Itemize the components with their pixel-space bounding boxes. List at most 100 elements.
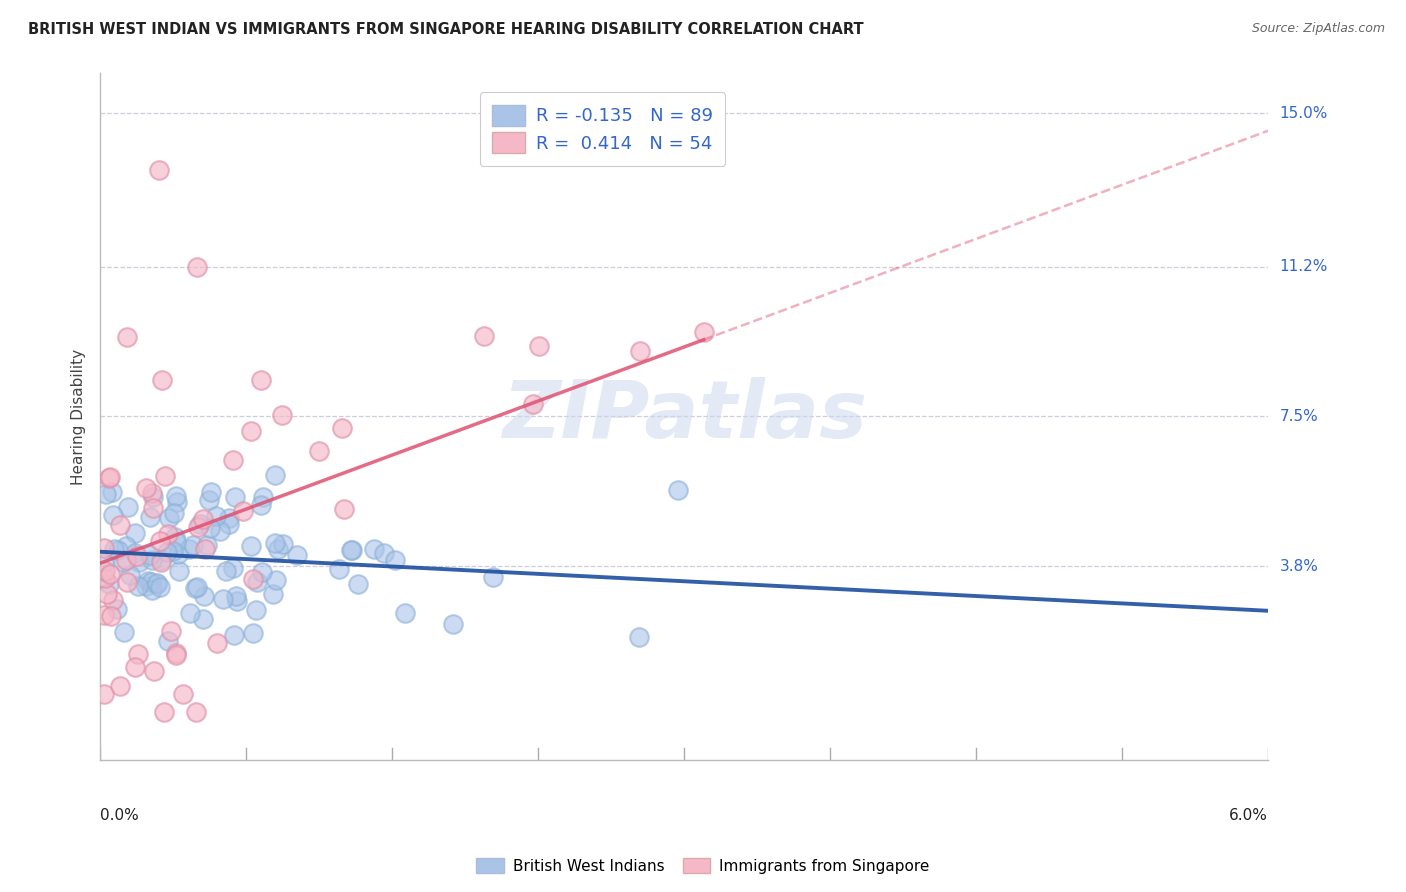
Point (124, 546, 146, 560)
Point (149, 555, 172, 569)
Point (225, 590, 247, 604)
Point (249, 499, 271, 513)
Point (94, 571, 117, 585)
Point (207, 636, 229, 650)
Point (166, 495, 188, 509)
Point (340, 542, 363, 557)
Point (188, 516, 211, 531)
Point (224, 490, 246, 504)
Point (101, 484, 124, 499)
Point (146, 576, 169, 591)
Point (441, 617, 464, 632)
Point (103, 541, 125, 556)
Point (138, 549, 160, 563)
Point (242, 626, 264, 640)
Point (179, 606, 201, 620)
Point (156, 544, 179, 558)
Legend: British West Indians, Immigrants from Singapore: British West Indians, Immigrants from Si… (470, 852, 936, 880)
Point (115, 539, 138, 553)
Point (93, 608, 115, 623)
Point (184, 581, 207, 595)
Point (242, 572, 264, 586)
Point (157, 510, 180, 524)
Point (156, 634, 179, 648)
Point (93, 557, 115, 571)
Point (141, 582, 163, 597)
Point (264, 535, 287, 549)
Point (246, 575, 269, 590)
Point (193, 612, 215, 626)
Point (124, 525, 146, 540)
Point (98, 567, 121, 582)
Point (262, 587, 284, 601)
Point (157, 527, 180, 541)
Point (194, 542, 217, 557)
Point (200, 485, 222, 500)
Point (142, 490, 165, 504)
Point (128, 555, 150, 569)
Point (252, 490, 274, 504)
Point (193, 589, 215, 603)
Point (212, 592, 235, 607)
Point (115, 330, 138, 344)
Point (118, 567, 141, 582)
Point (482, 570, 505, 584)
Point (267, 541, 290, 556)
Point (215, 564, 238, 578)
Point (153, 468, 176, 483)
Point (250, 566, 273, 580)
Point (107, 543, 129, 558)
Point (264, 574, 287, 588)
Point (285, 549, 308, 563)
Point (205, 508, 228, 523)
Text: 11.2%: 11.2% (1279, 260, 1327, 275)
Point (222, 628, 245, 642)
Text: BRITISH WEST INDIAN VS IMMIGRANTS FROM SINGAPORE HEARING DISABILITY CORRELATION : BRITISH WEST INDIAN VS IMMIGRANTS FROM S… (28, 22, 863, 37)
Point (472, 328, 495, 343)
Point (166, 547, 188, 561)
Point (239, 539, 262, 553)
Text: 7.5%: 7.5% (1279, 409, 1317, 424)
Point (240, 424, 263, 438)
Point (153, 705, 176, 719)
Point (149, 534, 172, 549)
Point (160, 624, 183, 638)
Text: 6.0%: 6.0% (1229, 808, 1268, 823)
Point (150, 553, 173, 567)
Point (249, 373, 271, 387)
Point (101, 592, 124, 607)
Point (115, 575, 138, 590)
Point (112, 624, 135, 639)
Point (143, 664, 166, 678)
Point (179, 542, 201, 557)
Point (139, 574, 162, 589)
Point (197, 538, 219, 552)
Point (152, 374, 174, 388)
Point (98, 470, 121, 484)
Point (692, 325, 714, 339)
Point (172, 687, 194, 701)
Point (96, 586, 118, 600)
Point (105, 602, 128, 616)
Point (308, 443, 330, 458)
Point (184, 705, 207, 719)
Point (138, 509, 160, 524)
Point (124, 659, 146, 673)
Point (141, 486, 163, 500)
Point (209, 524, 232, 538)
Point (186, 260, 208, 274)
Point (187, 520, 209, 534)
Point (522, 397, 544, 411)
Point (115, 553, 138, 567)
Point (125, 549, 148, 563)
Y-axis label: Hearing Disability: Hearing Disability (72, 349, 86, 484)
Point (163, 506, 186, 520)
Text: Source: ZipAtlas.com: Source: ZipAtlas.com (1251, 22, 1385, 36)
Point (149, 580, 172, 594)
Legend: R = -0.135   N = 89, R =  0.414   N = 54: R = -0.135 N = 89, R = 0.414 N = 54 (479, 92, 725, 166)
Point (167, 564, 190, 578)
Point (141, 553, 163, 567)
Point (165, 530, 187, 544)
Point (384, 553, 406, 567)
Point (136, 574, 159, 588)
